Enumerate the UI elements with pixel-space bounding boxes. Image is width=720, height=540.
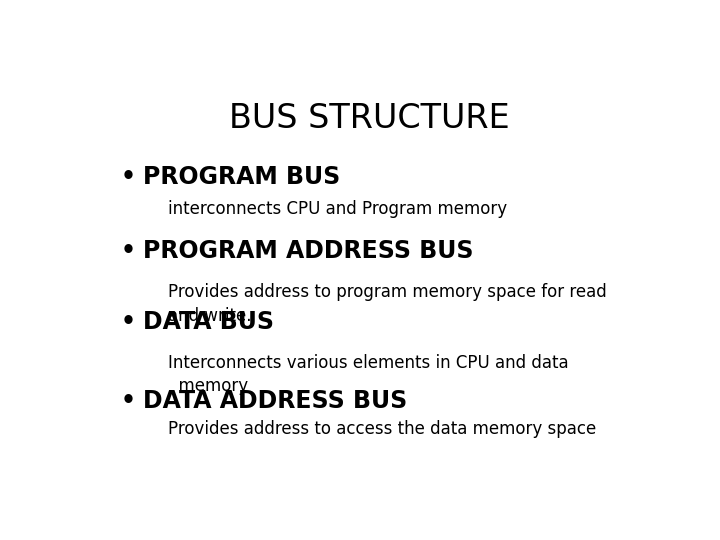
Text: DATA BUS: DATA BUS: [143, 310, 274, 334]
Text: Provides address to program memory space for read
and write.: Provides address to program memory space…: [168, 283, 607, 325]
Text: •: •: [121, 165, 135, 188]
Text: PROGRAM ADDRESS BUS: PROGRAM ADDRESS BUS: [143, 239, 474, 264]
Text: PROGRAM BUS: PROGRAM BUS: [143, 165, 341, 188]
Text: •: •: [121, 310, 135, 334]
Text: DATA ADDRESS BUS: DATA ADDRESS BUS: [143, 389, 408, 413]
Text: Provides address to access the data memory space: Provides address to access the data memo…: [168, 420, 596, 438]
Text: BUS STRUCTURE: BUS STRUCTURE: [229, 102, 509, 135]
Text: •: •: [121, 239, 135, 264]
Text: •: •: [121, 389, 135, 413]
Text: interconnects CPU and Program memory: interconnects CPU and Program memory: [168, 200, 508, 218]
Text: Interconnects various elements in CPU and data
  memory: Interconnects various elements in CPU an…: [168, 354, 569, 395]
